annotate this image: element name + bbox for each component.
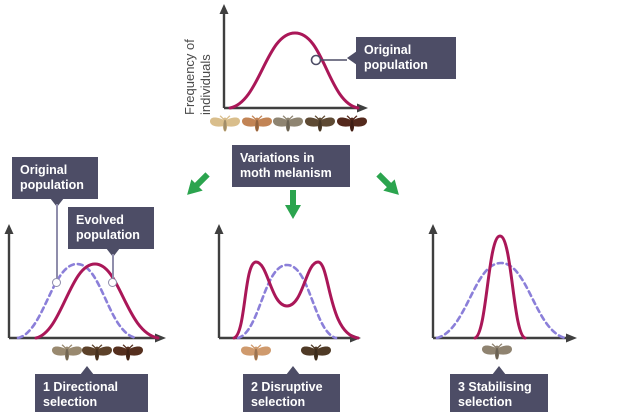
moth-icon [336,115,368,133]
moth-icon [481,343,513,361]
x-axis-arrowhead [357,103,368,113]
evolved-population-curve [34,262,160,340]
disruptive-selection-chart [214,224,361,343]
caption-disruptive-selection: 2 Disruptive selection [243,366,340,412]
moth-icon [300,344,332,362]
moth-icon [112,344,144,362]
curve-marker [108,278,117,287]
caption-stabilising-selection: 3 Stabilising selection [450,366,548,412]
callout-connector [56,204,58,278]
moth-icon [209,115,241,133]
original-population-curve [16,262,138,340]
original-population-curve [236,263,338,340]
x-axis-arrowhead [155,333,166,343]
y-axis-arrowhead [428,224,438,234]
moth-icon [272,115,304,133]
callout-connector [112,254,114,278]
curve-marker [52,278,61,287]
original-population-curve [435,261,567,340]
caption-directional-selection: 1 Directional selection [35,366,148,412]
moth-icon [240,344,272,362]
y-axis-arrowhead [214,224,224,234]
evolved-population-curve [232,260,360,340]
moth-icon [241,115,273,133]
evolved-population-curve [473,234,527,340]
curve-marker [310,54,322,66]
callout-original-population-top: Original population [347,37,456,79]
original-population-curve [228,31,360,110]
arrow-down-right-icon [376,172,399,195]
top-chart [219,4,368,113]
y-axis-arrowhead [219,4,229,14]
moth-icon [304,115,336,133]
arrow-down-left-icon [187,172,210,195]
callout-evolved-population: Evolved population [68,207,154,256]
arrow-down-icon [285,190,301,219]
x-axis-arrowhead [566,333,577,343]
callout-original-population-left: Original population [12,157,98,206]
moth-icon [81,344,113,362]
hub-label-variations: Variations in moth melanism [232,145,350,187]
directional-selection-chart [4,224,166,343]
moth-icon [51,344,83,362]
y-axis-arrowhead [4,224,14,234]
stabilising-selection-chart [428,224,577,343]
